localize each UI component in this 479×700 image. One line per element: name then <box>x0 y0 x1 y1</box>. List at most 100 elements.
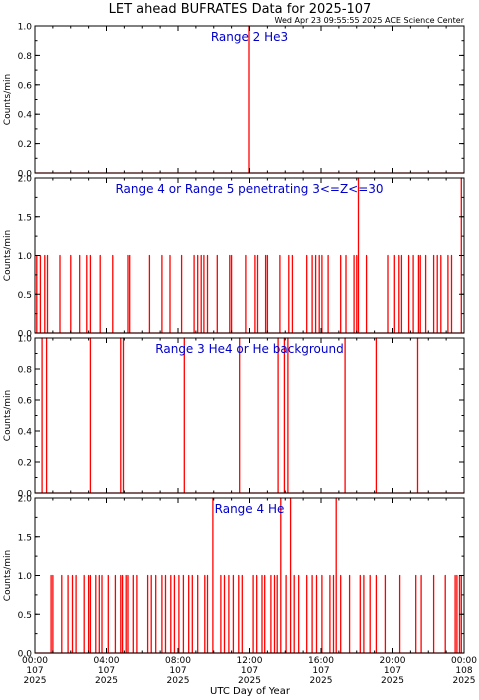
data-point <box>356 254 358 257</box>
y-tick-label: 0.6 <box>18 81 33 91</box>
data-point <box>285 574 287 577</box>
panel-title: Range 2 He3 <box>211 30 288 44</box>
data-point <box>178 574 180 577</box>
data-point <box>444 574 446 577</box>
data-point <box>256 574 258 577</box>
x-tick-label-year: 2025 <box>453 676 476 686</box>
data-point <box>419 254 421 257</box>
panel-title: Range 4 He <box>215 502 285 516</box>
y-tick-label: 0.2 <box>18 459 32 469</box>
x-tick-label-time: 04:00 <box>94 656 120 666</box>
data-point <box>75 574 77 577</box>
data-point <box>291 254 293 257</box>
data-point <box>454 574 456 577</box>
y-tick-label: 0.2 <box>18 140 32 150</box>
data-point <box>86 254 88 257</box>
data-point <box>114 574 117 577</box>
data-point <box>363 574 365 577</box>
data-point <box>365 254 368 257</box>
data-point <box>88 574 90 577</box>
x-tick-label-year: 2025 <box>167 676 190 686</box>
y-tick-label: 1.0 <box>18 572 33 582</box>
data-point <box>71 574 74 577</box>
data-point <box>101 574 103 577</box>
data-point <box>306 574 308 577</box>
data-point <box>298 574 300 577</box>
data-point <box>127 254 129 257</box>
y-tick-label: 0.0 <box>18 490 33 500</box>
data-point <box>264 574 266 577</box>
data-point <box>155 574 157 577</box>
data-point <box>127 574 129 577</box>
data-point <box>318 254 320 257</box>
data-point <box>332 574 335 577</box>
data-point <box>95 574 97 577</box>
x-tick-label-year: 2025 <box>24 676 47 686</box>
data-point <box>241 574 243 577</box>
data-point <box>120 574 122 577</box>
y-axis-label: Counts/min <box>3 390 13 441</box>
data-point <box>193 254 195 257</box>
y-tick-label: 2.0 <box>18 175 33 185</box>
data-point <box>52 574 54 577</box>
data-point <box>203 254 205 257</box>
data-point <box>223 574 226 577</box>
data-point <box>276 574 278 577</box>
y-tick-label: 0.6 <box>18 397 33 407</box>
data-point <box>161 254 163 257</box>
data-point <box>375 574 378 577</box>
data-point <box>245 254 247 257</box>
y-tick-label: 0.4 <box>18 111 33 121</box>
y-axis-label: Counts/min <box>3 230 13 281</box>
data-point <box>424 254 427 257</box>
data-point <box>349 574 351 577</box>
x-tick-label-day: 107 <box>169 666 186 676</box>
data-point <box>89 254 92 257</box>
data-point <box>89 574 92 577</box>
data-point <box>197 254 199 257</box>
data-point <box>345 254 347 257</box>
y-tick-label: 0.0 <box>18 330 33 340</box>
data-point <box>232 574 235 577</box>
data-point <box>112 254 114 257</box>
data-point <box>450 254 453 257</box>
x-tick-label-time: 20:00 <box>380 656 406 666</box>
x-tick-label-year: 2025 <box>310 676 333 686</box>
data-point <box>229 254 231 257</box>
data-point <box>321 254 323 257</box>
series-line <box>35 178 464 334</box>
x-tick-label-day: 107 <box>26 666 43 676</box>
x-tick-label-time: 16:00 <box>308 656 334 666</box>
data-point <box>98 574 100 577</box>
data-point <box>180 254 183 257</box>
x-tick-label-time: 08:00 <box>165 656 191 666</box>
data-point <box>121 574 124 577</box>
data-point <box>456 574 458 577</box>
data-point <box>79 254 81 257</box>
data-point <box>415 574 417 577</box>
x-tick-label-day: 107 <box>384 666 401 676</box>
data-point <box>67 574 69 577</box>
data-point <box>204 574 206 577</box>
data-point <box>311 574 313 577</box>
data-point <box>220 574 222 577</box>
data-point <box>387 254 389 257</box>
panel-2: 0.0 0.5 1.0 1.5 2.0 Counts/min Range 4 or Rang… <box>3 175 465 340</box>
data-point <box>252 574 254 577</box>
data-point <box>150 574 152 577</box>
data-point <box>164 574 167 577</box>
data-point <box>412 254 414 257</box>
data-point <box>407 254 410 257</box>
x-tick-label-day: 107 <box>98 666 115 676</box>
y-tick-label: 0.8 <box>18 52 33 62</box>
data-point <box>393 254 395 257</box>
y-tick-label: 0.0 <box>18 170 33 180</box>
data-point <box>433 254 435 257</box>
y-tick-label: 2.0 <box>18 495 33 505</box>
data-point <box>59 254 61 257</box>
y-tick-label: 0.5 <box>18 611 32 621</box>
data-point <box>228 574 230 577</box>
series-line <box>35 338 464 494</box>
data-point <box>315 254 317 257</box>
data-point <box>256 254 259 257</box>
